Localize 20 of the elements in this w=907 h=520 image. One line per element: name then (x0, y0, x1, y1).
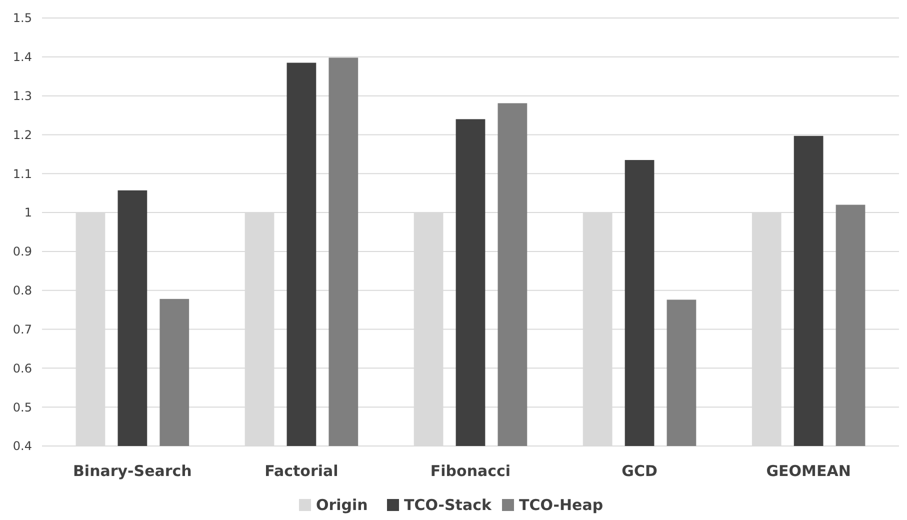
y-tick-label: 0.4 (12, 439, 32, 454)
y-tick-label: 1.2 (12, 128, 32, 142)
x-tick-label: Binary-Search (73, 462, 192, 480)
y-tick-label: 1 (24, 206, 32, 220)
y-tick-label: 1.1 (12, 166, 32, 181)
legend-label: TCO-Stack (404, 496, 492, 514)
y-tick-label: 0.7 (12, 322, 32, 336)
x-tick-label: Fibonacci (430, 462, 511, 480)
y-tick-label: 0.8 (12, 284, 32, 298)
y-tick-label: 0.5 (12, 400, 32, 414)
y-tick-label: 0.9 (12, 244, 32, 259)
y-tick-label: 1.5 (12, 11, 32, 26)
y-tick-label: 0.6 (12, 361, 32, 376)
legend-label: Origin (316, 496, 368, 514)
legend-label: TCO-Heap (519, 496, 604, 514)
x-tick-label: GEOMEAN (766, 462, 851, 480)
y-tick-label: 1.4 (12, 50, 32, 64)
x-tick-label: GCD (622, 462, 658, 480)
y-tick-label: 1.3 (12, 89, 32, 104)
x-tick-label: Factorial (264, 462, 338, 480)
